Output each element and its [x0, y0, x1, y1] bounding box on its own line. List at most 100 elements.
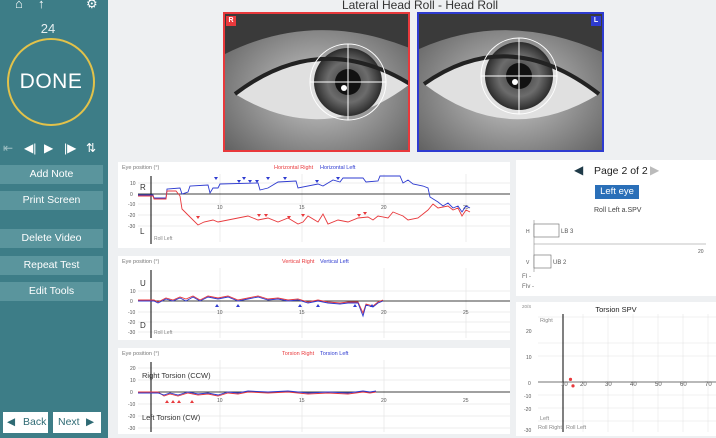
- h-lower-label: L: [140, 227, 145, 236]
- top-icon-bar: ⌂ ↑ ⚙: [0, 0, 108, 12]
- ts-xtick-5: 60: [680, 382, 687, 388]
- torsion-spv-point: [568, 377, 573, 381]
- left-eye-tag: L: [591, 16, 601, 26]
- horizontal-right-legend: Horizontal Right: [274, 165, 314, 171]
- ts-ytick-0: 20: [526, 329, 532, 335]
- right-quadrant-label: Right: [540, 318, 553, 324]
- torsion-ylabel: Eye position (°): [122, 351, 160, 357]
- right-eye-image: [225, 14, 408, 150]
- back-label: Back: [23, 416, 47, 428]
- torsion-left-legend: Torsion Left: [320, 351, 349, 357]
- playback-controls: ⇤ ◀| ▶ |▶ ⇅: [0, 141, 108, 159]
- h-upper-label: R: [140, 183, 146, 192]
- fi-label: FI -: [522, 274, 531, 280]
- page-indicator: Page 2 of 2: [594, 165, 648, 177]
- ts-xtick-0: 10: [561, 382, 568, 388]
- v-xtick-1: 15: [299, 310, 305, 316]
- h-xtick-3: 25: [463, 205, 469, 211]
- h-spv-bar: [533, 223, 560, 238]
- h-ytick-4: -30: [128, 224, 135, 230]
- test-counter: 24: [40, 21, 56, 36]
- h-xtick-1: 15: [299, 205, 305, 211]
- v-ytick-3: -20: [128, 320, 135, 326]
- v-spv-bar: [533, 254, 552, 269]
- v-ytick-4: -30: [128, 330, 135, 336]
- v-xtick-0: 10: [217, 310, 223, 316]
- horizontal-chart: Eye position (°) Horizontal Right Horizo…: [118, 162, 510, 248]
- horizontal-left-legend: Horizontal Left: [320, 165, 356, 171]
- t-ytick-2: 0: [130, 390, 133, 396]
- home-icon[interactable]: ⌂: [15, 0, 23, 11]
- repeat-test-button[interactable]: Repeat Test: [0, 256, 103, 275]
- h-ytick-0: 10: [130, 181, 136, 187]
- status-label: DONE: [19, 70, 83, 93]
- spv-title: Roll Left a.SPV: [594, 207, 642, 214]
- back-button[interactable]: ◀ Back: [3, 412, 48, 433]
- prev-page-icon[interactable]: ◀: [574, 163, 584, 177]
- gear-icon[interactable]: ⚙: [86, 0, 98, 11]
- rewind-start-icon[interactable]: ⇤: [3, 141, 14, 155]
- vertical-plot: 10 0 -10 -20 -30 10 15 20 25 U D Roll Le…: [128, 268, 510, 338]
- next-page-icon[interactable]: ▶: [650, 163, 660, 177]
- horizontal-ylabel: Eye position (°): [122, 165, 160, 171]
- ts-ytick-4: -20: [524, 407, 531, 413]
- torsion-spv-panel: Torsion SPV 20/S Right Left Roll Right R…: [516, 302, 716, 436]
- t-xtick-2: 20: [381, 398, 387, 404]
- lb-value: LB 3: [561, 229, 574, 235]
- play-icon[interactable]: ▶: [44, 141, 54, 155]
- left-eye-video: L: [417, 12, 604, 152]
- left-eye-button[interactable]: Left eye: [595, 185, 639, 199]
- h-ytick-1: 0: [130, 192, 133, 198]
- sort-arrows-icon[interactable]: ⇅: [86, 141, 97, 155]
- t-xtick-3: 25: [463, 398, 469, 404]
- left-quadrant-label: Left: [540, 416, 550, 422]
- v-ytick-1: 0: [130, 299, 133, 305]
- left-eye-image: [419, 14, 602, 150]
- h-ytick-3: -20: [128, 213, 135, 219]
- sidebar: ⌂ ↑ ⚙ 24 DONE ⇤ ◀| ▶ |▶ ⇅ Add Note Print…: [0, 0, 108, 438]
- spv-axis-max: 20: [698, 249, 704, 255]
- torsion-spv-plot: Right Left Roll Right Roll Left 20 10 0 …: [524, 314, 716, 434]
- torsion-chart: Eye position (°) Torsion Right Torsion L…: [118, 348, 510, 434]
- step-back-icon[interactable]: ◀|: [24, 141, 37, 155]
- t-xtick-1: 15: [299, 398, 305, 404]
- step-forward-icon[interactable]: |▶: [64, 141, 77, 155]
- torsion-spv-title: Torsion SPV: [595, 305, 637, 314]
- t-upper-label: Right Torsion (CCW): [142, 371, 211, 380]
- delete-video-button[interactable]: Delete Video: [0, 229, 103, 248]
- torsion-spv-unit: 20/S: [522, 304, 532, 309]
- vertical-chart: Eye position (°) Vertical Right Vertical…: [118, 256, 510, 340]
- h-footer: Roll Left: [154, 236, 173, 242]
- spv-bar-plot: H V LB 3 UB 2 20 FI - FIv -: [522, 220, 706, 290]
- t-lower-label: Left Torsion (CW): [142, 413, 201, 422]
- h-xtick-0: 10: [217, 205, 223, 211]
- right-eye-tag: R: [226, 16, 236, 26]
- add-note-button[interactable]: Add Note: [0, 165, 103, 184]
- ub-value: UB 2: [553, 260, 567, 266]
- up-arrow-icon[interactable]: ↑: [38, 0, 45, 11]
- vertical-right-legend: Vertical Right: [282, 259, 315, 265]
- page-title: Lateral Head Roll - Head Roll: [341, 0, 499, 12]
- status-circle: DONE: [7, 38, 95, 126]
- next-arrow-icon: ▶: [86, 416, 95, 428]
- v-axis-label: V: [526, 260, 530, 266]
- back-arrow-icon: ◀: [7, 416, 16, 428]
- t-xtick-0: 10: [217, 398, 223, 404]
- edit-tools-button[interactable]: Edit Tools: [0, 282, 103, 301]
- fiv-label: FIv -: [522, 284, 534, 290]
- next-label: Next: [58, 416, 80, 428]
- v-ytick-2: -10: [128, 310, 135, 316]
- v-xtick-2: 20: [381, 310, 387, 316]
- vertical-ylabel: Eye position (°): [122, 259, 160, 265]
- torsion-spv-point: [571, 384, 575, 388]
- h-axis-label: H: [526, 229, 530, 235]
- t-ytick-5: -30: [128, 426, 135, 432]
- vertical-left-legend: Vertical Left: [320, 259, 349, 265]
- v-xtick-3: 25: [463, 310, 469, 316]
- next-button[interactable]: Next ▶: [53, 412, 101, 433]
- horizontal-plot: 10 0 -10 -20 -30 10 15 20 25 R L Roll Le…: [128, 174, 510, 244]
- ts-xtick-4: 50: [655, 382, 662, 388]
- t-ytick-0: 20: [130, 366, 136, 372]
- h-xtick-2: 20: [381, 205, 387, 211]
- print-screen-button[interactable]: Print Screen: [0, 191, 103, 210]
